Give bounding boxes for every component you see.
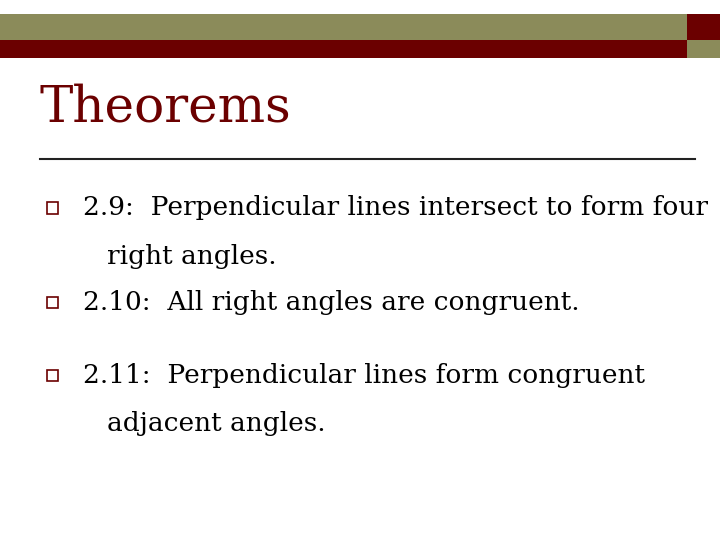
Bar — [0, 40, 687, 58]
Bar — [47, 296, 58, 308]
Bar — [687, 40, 720, 58]
Text: 2.10:  All right angles are congruent.: 2.10: All right angles are congruent. — [83, 290, 580, 315]
Bar — [687, 14, 720, 40]
Text: 2.9:  Perpendicular lines intersect to form four: 2.9: Perpendicular lines intersect to fo… — [83, 195, 708, 220]
Text: right angles.: right angles. — [107, 244, 276, 269]
Bar — [47, 369, 58, 381]
Text: 2.11:  Perpendicular lines form congruent: 2.11: Perpendicular lines form congruent — [83, 363, 645, 388]
Text: adjacent angles.: adjacent angles. — [107, 411, 325, 436]
Bar — [47, 202, 58, 214]
Bar — [0, 14, 687, 40]
Text: Theorems: Theorems — [40, 83, 292, 133]
